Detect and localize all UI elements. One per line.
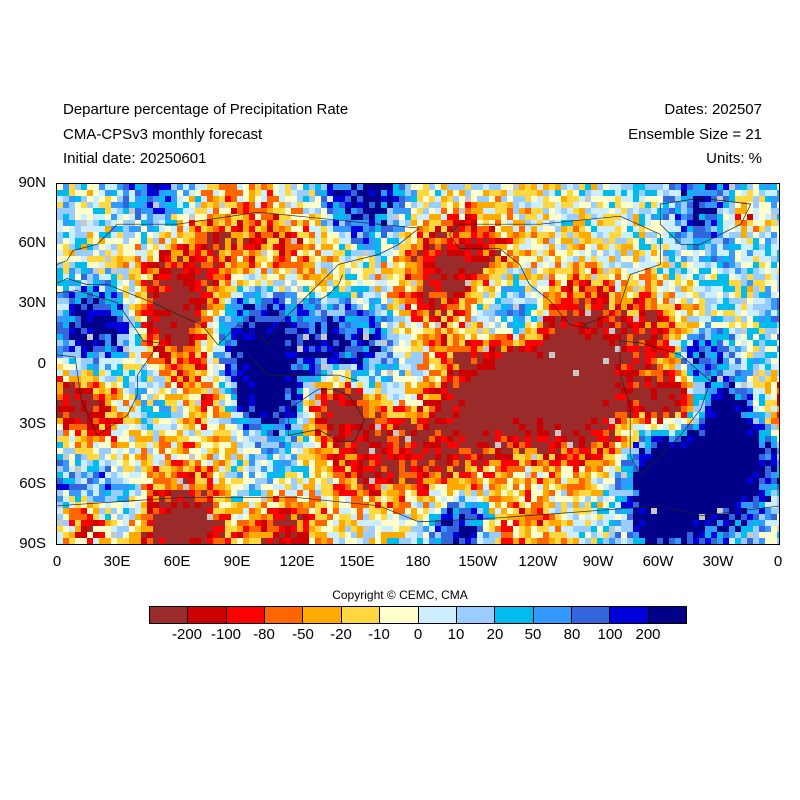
lon-label-150w: 150W — [458, 553, 498, 570]
lat-label-30s: 30S — [19, 415, 46, 432]
lon-label-30w: 30W — [702, 553, 734, 570]
lon-label-120e: 120E — [279, 553, 315, 570]
world-map-icon — [57, 184, 779, 544]
lon-label-90w: 90W — [582, 553, 614, 570]
lat-label-60n: 60N — [18, 234, 46, 251]
lat-label-90s: 90S — [19, 535, 46, 552]
colorbar-swatch — [495, 607, 534, 623]
colorbar-swatch — [380, 607, 419, 623]
colorbar-label: 200 — [635, 626, 661, 643]
colorbar-swatch — [418, 607, 457, 623]
colorbar-swatch — [303, 607, 342, 623]
colorbar-label: -200 — [171, 626, 203, 643]
lat-label-60s: 60S — [19, 475, 46, 492]
colorbar-label: 100 — [597, 626, 623, 643]
colorbar-swatch — [648, 607, 687, 623]
lon-label-0-east: 0 — [773, 553, 783, 570]
lat-label-30n: 30N — [18, 294, 46, 311]
colorbar-label: 80 — [563, 626, 581, 643]
precipitation-map — [56, 183, 780, 545]
ensemble-size: Ensemble Size = 21 — [628, 126, 762, 143]
initial-date: Initial date: 20250601 — [63, 150, 207, 167]
colorbar-swatch — [341, 607, 381, 623]
chart-title: Departure percentage of Precipitation Ra… — [63, 101, 349, 118]
colorbar — [149, 606, 687, 624]
colorbar-label: 20 — [486, 626, 504, 643]
units-label: Units: % — [706, 150, 762, 167]
lat-label-equator: 0 — [37, 355, 46, 372]
colorbar-swatch — [150, 607, 189, 623]
forecast-dates: Dates: 202507 — [664, 101, 762, 118]
lon-label-120w: 120W — [518, 553, 558, 570]
lat-label-90n: 90N — [18, 174, 46, 191]
lon-label-90e: 90E — [223, 553, 251, 570]
colorbar-label: 50 — [524, 626, 542, 643]
colorbar-swatch — [265, 607, 304, 623]
colorbar-label: -100 — [210, 626, 242, 643]
lon-label-60e: 60E — [163, 553, 191, 570]
lon-label-180: 180 — [405, 553, 431, 570]
colorbar-swatch — [188, 607, 227, 623]
colorbar-swatch — [533, 607, 572, 623]
colorbar-label: -10 — [368, 626, 390, 643]
colorbar-swatch — [226, 607, 266, 623]
colorbar-swatch — [610, 607, 649, 623]
copyright-notice: Copyright © CEMC, CMA — [332, 588, 468, 602]
colorbar-label: -80 — [253, 626, 275, 643]
lon-label-60w: 60W — [642, 553, 674, 570]
colorbar-swatch — [456, 607, 496, 623]
lon-label-30e: 30E — [103, 553, 131, 570]
colorbar-label: -20 — [330, 626, 352, 643]
colorbar-label: -50 — [292, 626, 314, 643]
lon-label-0: 0 — [52, 553, 62, 570]
colorbar-swatch — [571, 607, 611, 623]
colorbar-label: 10 — [447, 626, 465, 643]
lon-label-150e: 150E — [339, 553, 375, 570]
colorbar-label: 0 — [413, 626, 423, 643]
model-subtitle: CMA-CPSv3 monthly forecast — [63, 126, 263, 143]
